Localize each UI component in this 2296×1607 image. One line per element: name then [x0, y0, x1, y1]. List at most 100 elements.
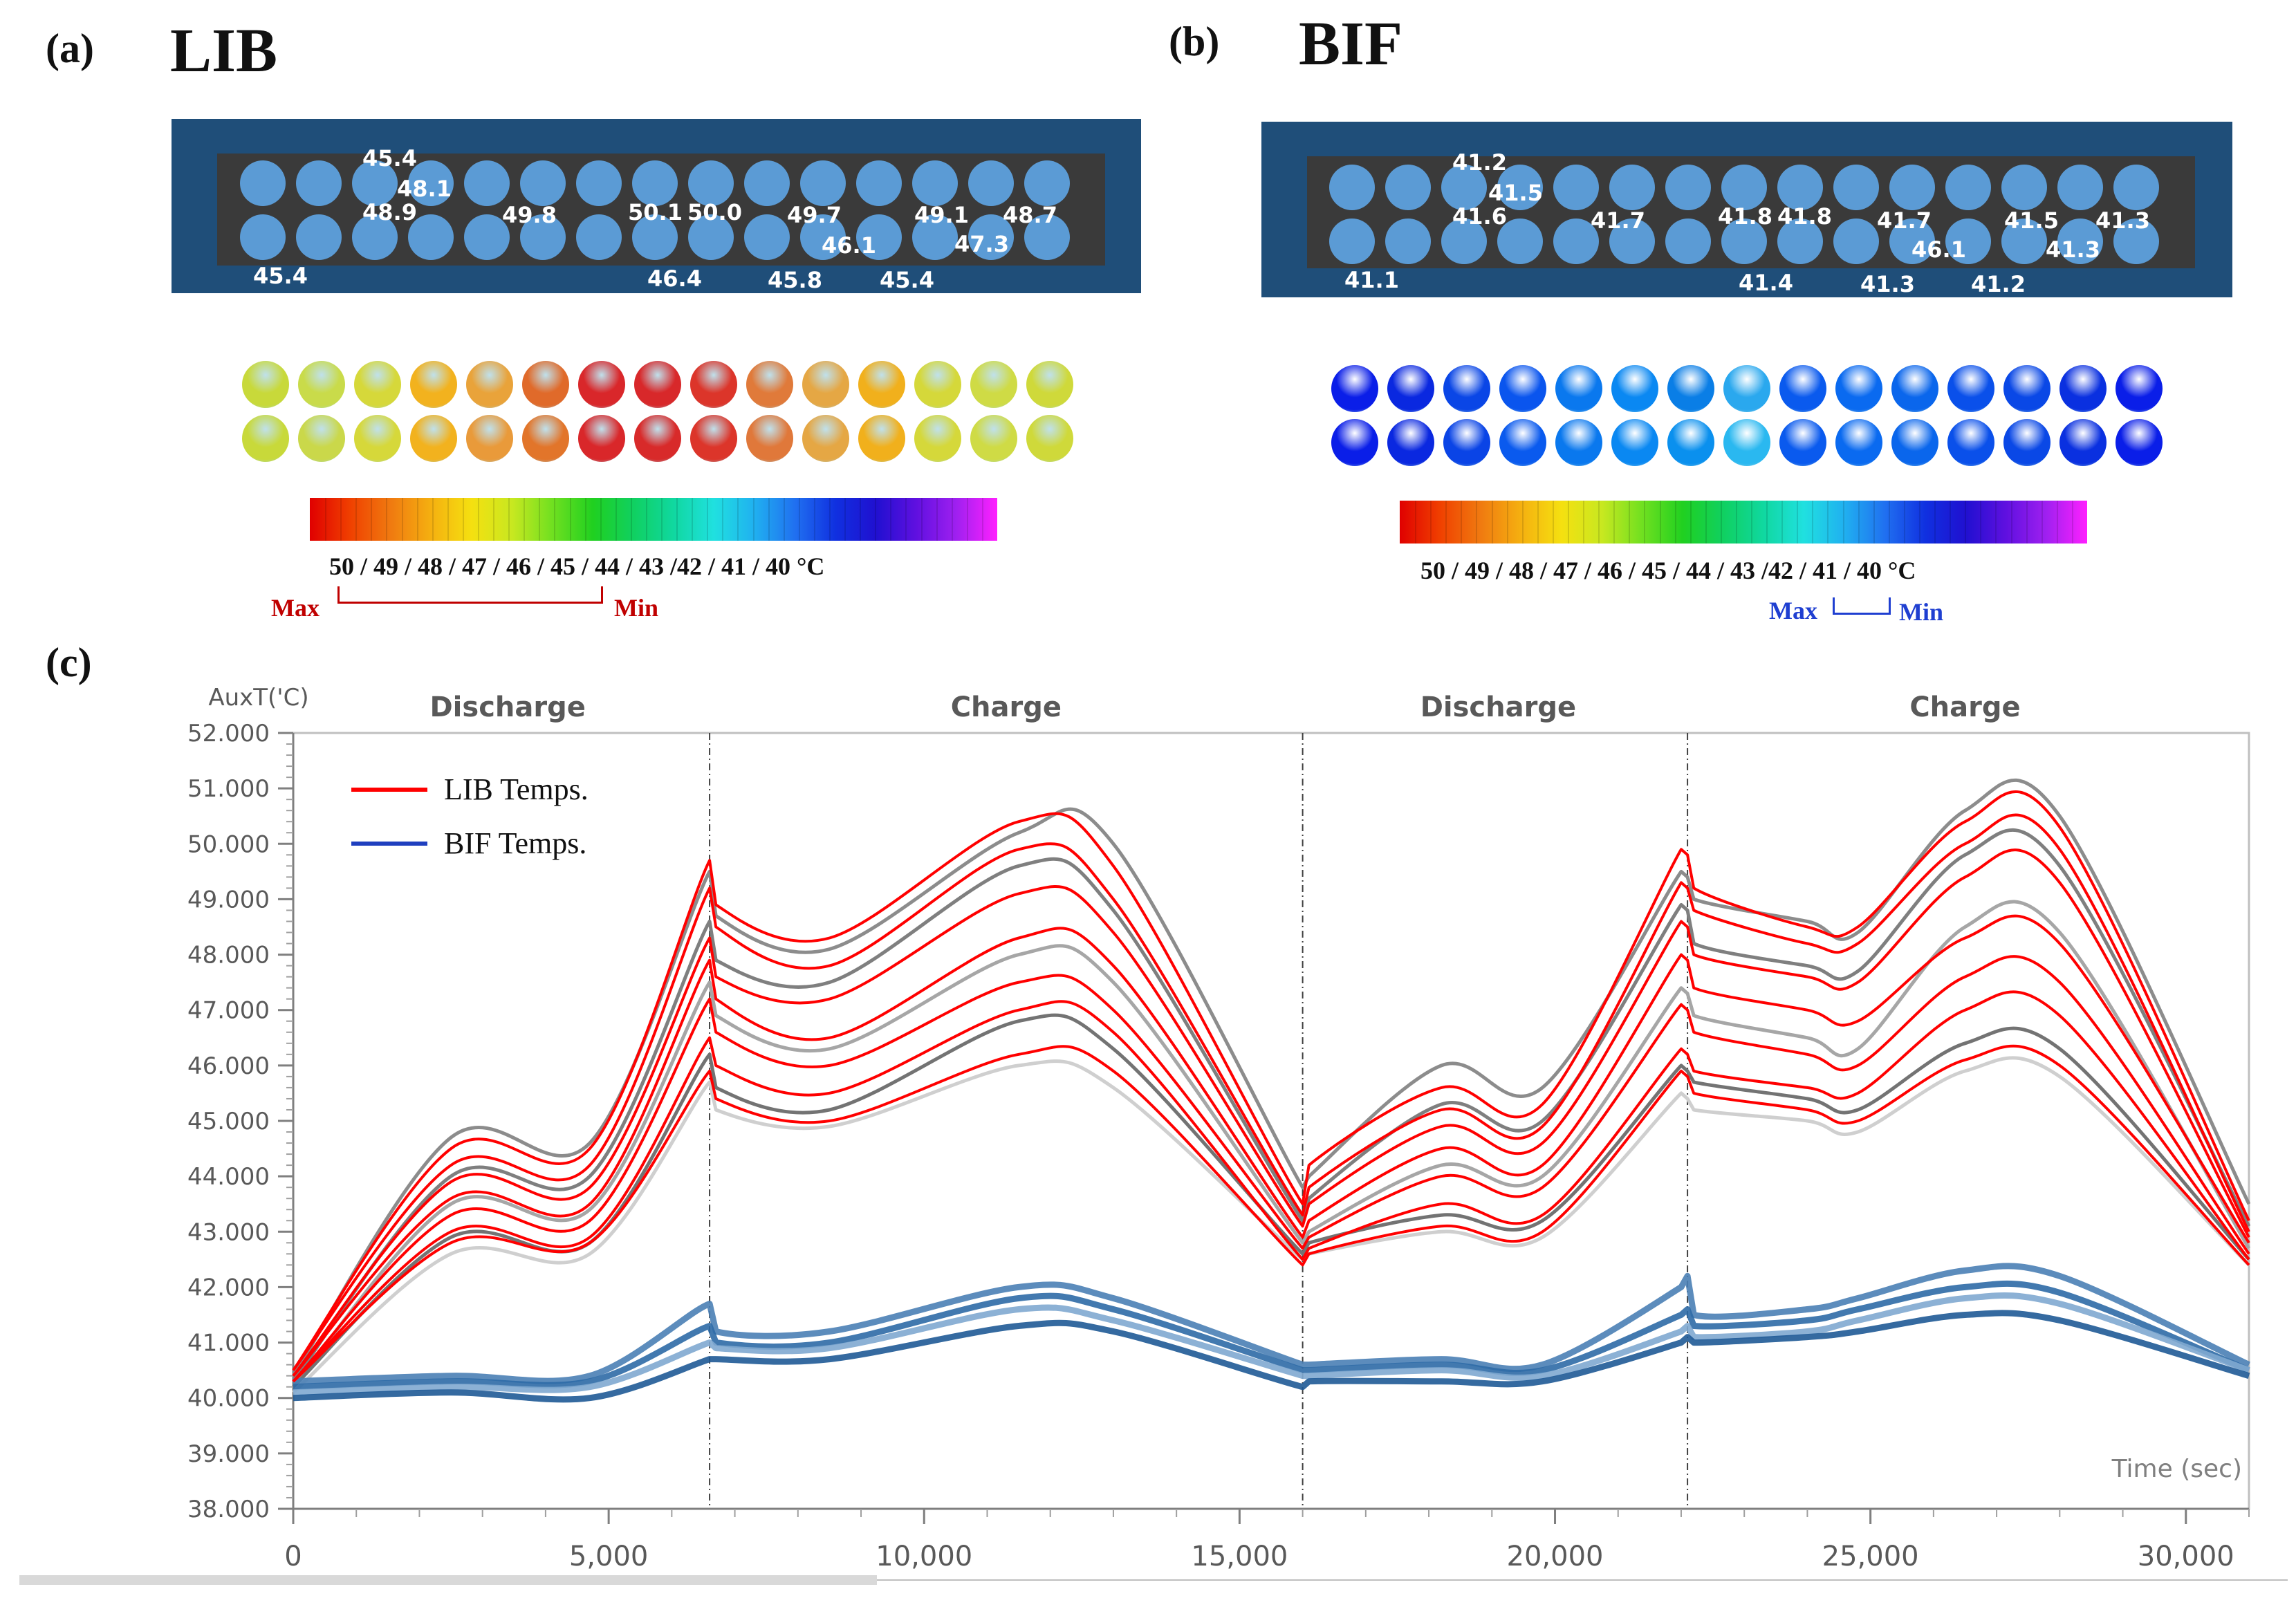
- bif-sim-cell: [1779, 419, 1826, 466]
- lib-sim-cell: [242, 415, 289, 462]
- bif-pack-cell: [2057, 219, 2103, 264]
- legend-label: BIF Temps.: [444, 826, 586, 860]
- bif-sim-cell: [1611, 419, 1658, 466]
- y-tick-label: 52.000: [187, 720, 270, 747]
- legend-label: LIB Temps.: [444, 772, 589, 806]
- bif-pack-cell: [1889, 165, 1935, 210]
- lib-series-line: [292, 1044, 2250, 1383]
- lib-pack-cell: [856, 214, 902, 260]
- colorbar-segment-divider: [1980, 501, 1982, 544]
- colorbar-segment-divider: [1751, 501, 1753, 544]
- bif-max-label: Max: [1769, 597, 1817, 624]
- colorbar-segment-divider: [416, 498, 418, 541]
- lib-sim-cell: [746, 415, 793, 462]
- bif-pack-cell: [1665, 219, 1711, 264]
- bif-sim-cell: [1947, 419, 1994, 466]
- lib-pack-cell: [464, 160, 510, 206]
- lib-pack-cell: [632, 214, 678, 260]
- lib-pack-cell: [576, 160, 622, 206]
- x-tick-label: 15,000: [1191, 1541, 1288, 1572]
- bif-pack-cell: [1777, 219, 1823, 264]
- colorbar-segment-divider: [1461, 501, 1463, 544]
- lib-sim-cell: [298, 361, 345, 408]
- y-tick-label: 45.000: [187, 1108, 270, 1135]
- phase-label: Charge: [1909, 691, 2020, 723]
- bif-pack-cell: [1721, 219, 1767, 264]
- colorbar-segment-divider: [1720, 501, 1722, 544]
- lib-temp-label: 50.1: [628, 199, 683, 225]
- lib-pack-cell: [240, 214, 286, 260]
- colorbar-segment-divider: [1705, 501, 1707, 544]
- lib-sim-cell: [914, 361, 961, 408]
- colorbar-segment-divider: [1521, 501, 1524, 544]
- y-tick-label: 51.000: [187, 775, 270, 803]
- colorbar-segment-divider: [1919, 501, 1921, 544]
- lib-series-line: [292, 813, 2250, 1371]
- colorbar-segment-divider: [554, 498, 556, 541]
- colorbar-segment-divider: [1629, 501, 1631, 544]
- bif-sim-cell: [1891, 419, 1938, 466]
- bif-pack-cell: [1441, 165, 1487, 210]
- bif-sim-cell: [2003, 419, 2050, 466]
- colorbar-segment-divider: [722, 498, 724, 541]
- bif-pack-cell: [2057, 165, 2103, 210]
- panel-a-title: LIB: [170, 17, 278, 85]
- bif-temp-label: 41.4: [1739, 270, 1793, 296]
- colorbar-segment-divider: [1735, 501, 1737, 544]
- temperature-line-chart: 38.000 39.000 40.000 41.000 42.000 43.000 44.0…: [187, 684, 2251, 1572]
- colorbar-segment-divider: [2026, 501, 2028, 544]
- phase-label: Charge: [951, 691, 1062, 723]
- colorbar-segment-divider: [1842, 501, 1844, 544]
- colorbar-segment-divider: [2010, 501, 2012, 544]
- lib-sim-cell: [746, 361, 793, 408]
- colorbar-segment-divider: [951, 498, 953, 541]
- colorbar-segment-divider: [371, 498, 373, 541]
- lib-series-line: [292, 955, 2250, 1383]
- reference-series-line: [292, 900, 2251, 1388]
- colorbar-segment-divider: [1415, 501, 1417, 544]
- lib-temp-label: 45.4: [880, 267, 934, 293]
- bif-sim-cell: [2003, 365, 2050, 412]
- bif-temp-label: 41.3: [2046, 236, 2100, 263]
- phase-label: Discharge: [1420, 691, 1576, 723]
- lib-pack-cell: [520, 214, 566, 260]
- bif-pack-cell: [1721, 165, 1767, 210]
- colorbar-segment-divider: [1598, 501, 1600, 544]
- colorbar-segment-divider: [462, 498, 464, 541]
- lib-sim-cell: [466, 361, 513, 408]
- colorbar-segment-divider: [1583, 501, 1585, 544]
- bif-temp-label: 41.5: [1488, 180, 1543, 206]
- bif-series-line: [293, 1292, 2250, 1396]
- colorbar-segment-divider: [477, 498, 479, 541]
- bif-sim-cell: [1443, 419, 1490, 466]
- bif-pack-cell: [1385, 219, 1431, 264]
- colorbar-segment-divider: [737, 498, 739, 541]
- y-tick-label: 47.000: [187, 997, 270, 1025]
- y-tick-label: 39.000: [187, 1440, 270, 1468]
- colorbar-segment-divider: [1445, 501, 1447, 544]
- lib-temp-label: 45.8: [768, 267, 822, 293]
- bif-pack-cell: [1329, 165, 1375, 210]
- lib-temp-label: 49.8: [502, 202, 557, 228]
- colorbar-segment-divider: [325, 498, 327, 541]
- colorbar-segment-divider: [401, 498, 403, 541]
- bif-scale: 50 / 49 / 48 / 47 / 46 / 45 / 44 / 43 /4…: [1420, 557, 1916, 584]
- panel-a-label: (a): [46, 26, 94, 71]
- colorbar-segment-divider: [1430, 501, 1432, 544]
- colorbar-segment-divider: [1491, 501, 1493, 544]
- x-tick-label: 5,000: [569, 1541, 649, 1572]
- lib-temp-label: 48.1: [397, 176, 452, 202]
- bif-sim-cell: [2116, 365, 2163, 412]
- bif-sim-cell: [1499, 365, 1546, 412]
- bif-sim-cell: [2059, 365, 2107, 412]
- bif-temp-label: 46.1: [1911, 236, 1966, 263]
- colorbar-segment-divider: [508, 498, 510, 541]
- lib-pack-cell: [968, 214, 1014, 260]
- colorbar-segment-divider: [1537, 501, 1539, 544]
- lib-colorbar: [310, 498, 997, 541]
- lib-min-label: Min: [614, 594, 659, 622]
- colorbar-segment-divider: [493, 498, 495, 541]
- y-tick-label: 46.000: [187, 1052, 270, 1080]
- colorbar-segment-divider: [1903, 501, 1905, 544]
- bif-pack-cell: [1553, 165, 1599, 210]
